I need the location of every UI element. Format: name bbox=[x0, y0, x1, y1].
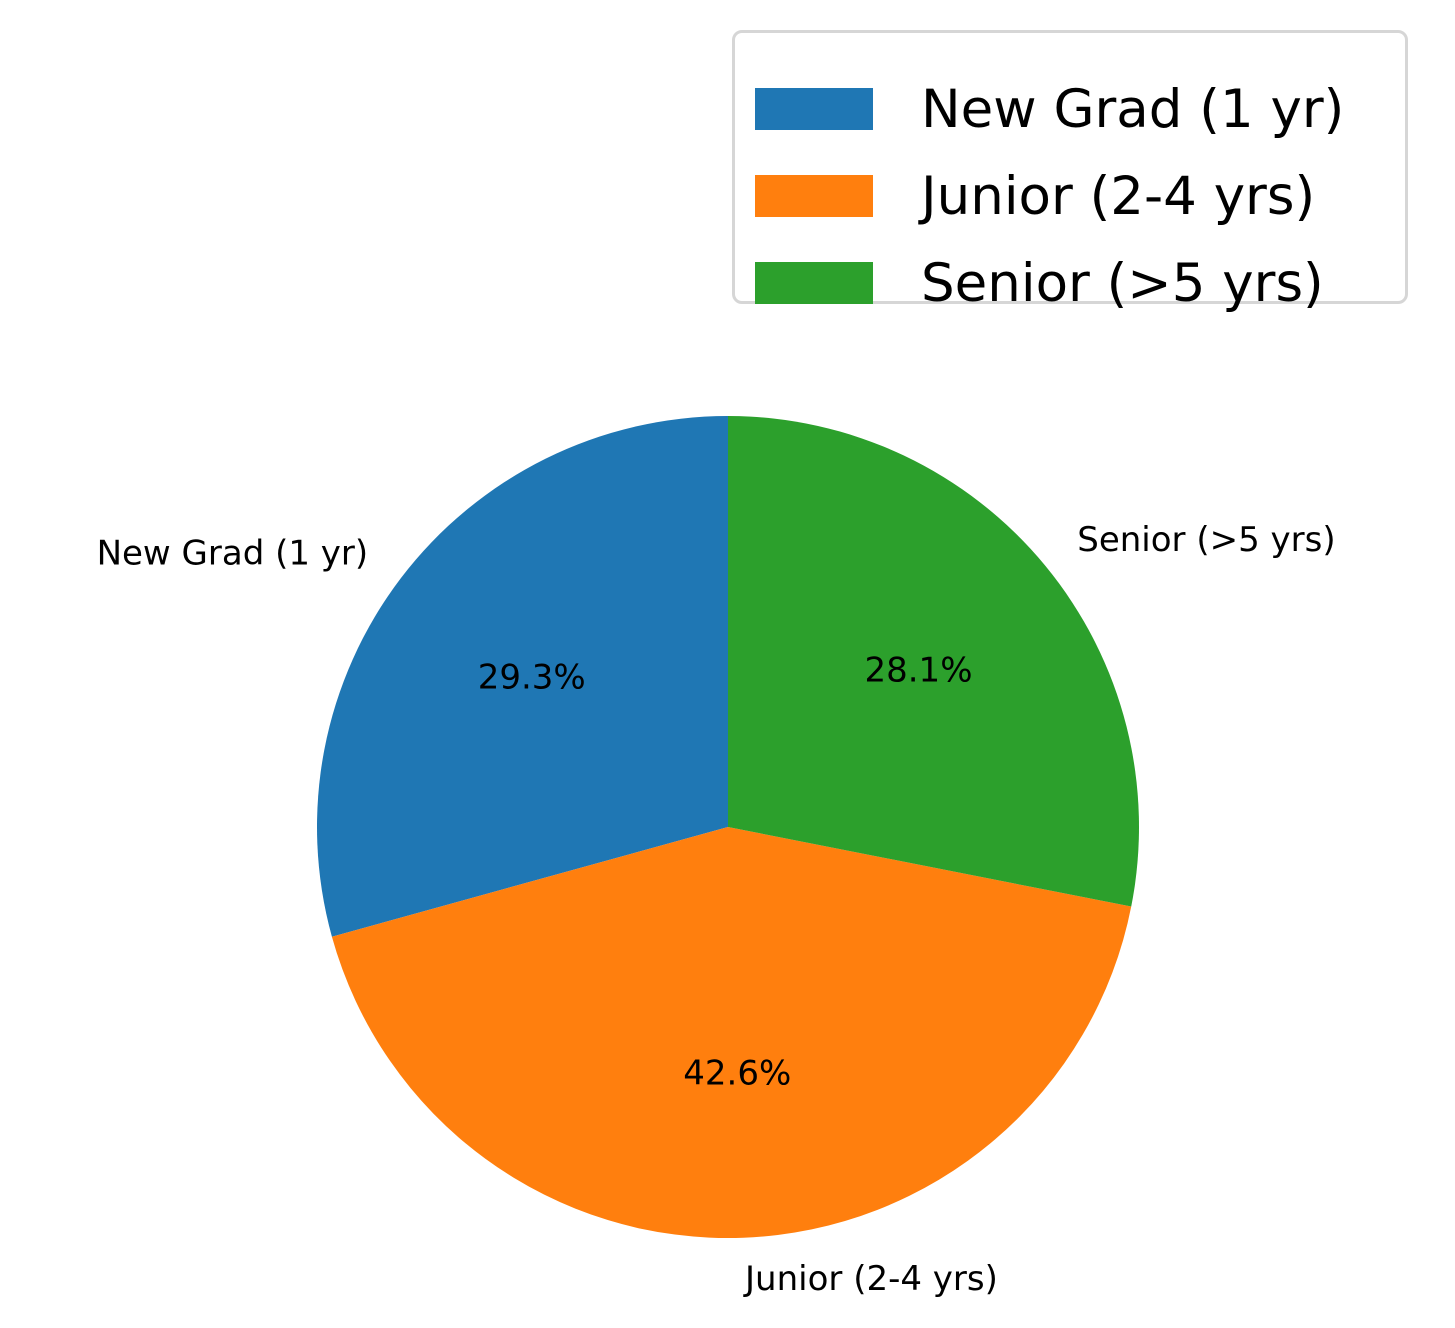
legend-item-senior: Senior (>5 yrs) bbox=[755, 252, 1324, 314]
percent-label-junior: 42.6% bbox=[683, 1053, 791, 1093]
legend-label-junior: Junior (2-4 yrs) bbox=[921, 165, 1316, 227]
slice-label-senior: Senior (>5 yrs) bbox=[1077, 520, 1335, 560]
pie-slices bbox=[316, 415, 1139, 1238]
pie-slice-new-grad bbox=[316, 416, 728, 937]
legend-swatch-senior bbox=[755, 262, 873, 304]
legend-swatch-junior bbox=[755, 175, 873, 217]
slice-label-new-grad: New Grad (1 yr) bbox=[97, 533, 369, 573]
slice-label-junior: Junior (2-4 yrs) bbox=[743, 1259, 998, 1299]
legend-label-new-grad: New Grad (1 yr) bbox=[921, 78, 1345, 140]
legend: New Grad (1 yr) Junior (2-4 yrs) Senior … bbox=[732, 30, 1408, 314]
legend-item-junior: Junior (2-4 yrs) bbox=[755, 165, 1316, 227]
percent-label-senior: 28.1% bbox=[864, 650, 972, 690]
percent-label-new-grad: 29.3% bbox=[478, 658, 586, 698]
legend-swatch-new-grad bbox=[755, 88, 873, 130]
legend-label-senior: Senior (>5 yrs) bbox=[921, 252, 1324, 314]
pie-slice-junior bbox=[331, 827, 1132, 1238]
pie-labels: New Grad (1 yr) 29.3% Junior (2-4 yrs) 42.6… bbox=[97, 520, 1336, 1299]
legend-item-new-grad: New Grad (1 yr) bbox=[755, 78, 1345, 140]
pie-slice-senior bbox=[728, 415, 1139, 907]
